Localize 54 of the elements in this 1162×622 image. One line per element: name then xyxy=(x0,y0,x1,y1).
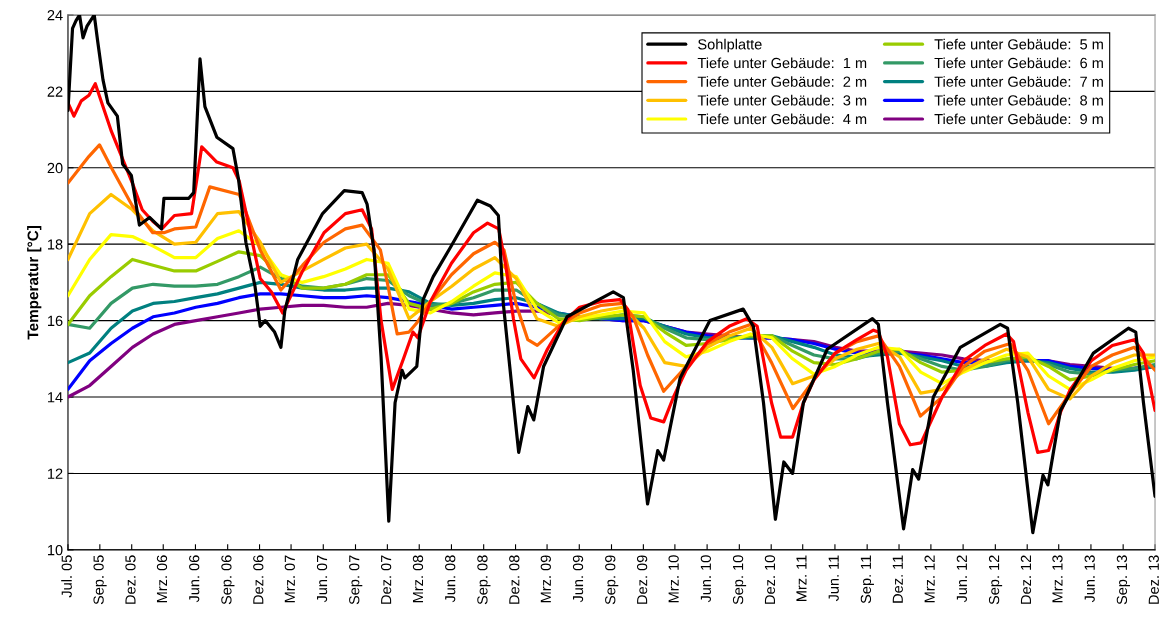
legend-label: Tiefe unter Gebäude: 7 m xyxy=(934,76,1103,87)
x-tick-label: Dez. 09 xyxy=(636,555,648,604)
legend-label: Tiefe unter Gebäude: 4 m xyxy=(697,113,867,125)
x-tick-label: Dez. 06 xyxy=(253,555,264,604)
legend-label: Tiefe unter Gebäude: 5 m xyxy=(934,38,1103,50)
x-tick-label: Jun. 08 xyxy=(445,555,456,603)
legend-label: Tiefe unter Gebäude: 3 m xyxy=(697,94,867,106)
x-tick-label: Dez. 08 xyxy=(509,555,520,604)
y-tick-label: 18 xyxy=(48,239,63,250)
x-tick-label: Jun. 09 xyxy=(572,555,584,603)
x-tick-label: Sep. 12 xyxy=(988,555,1003,605)
x-tick-label: Mrz. 06 xyxy=(156,555,168,603)
x-tick-label: Sep. 06 xyxy=(221,555,235,605)
legend-label: Tiefe unter Gebäude: 9 m xyxy=(934,113,1103,125)
x-tick-label: Dez. 10 xyxy=(764,555,776,604)
y-tick-label: 16 xyxy=(48,315,63,327)
x-tick-label: Sep. 13 xyxy=(1116,555,1130,605)
x-tick-label: Dez. 12 xyxy=(1020,555,1032,604)
legend-label: Tiefe unter Gebäude: 2 m xyxy=(697,76,867,87)
x-tick-label: Mrz. 10 xyxy=(668,555,679,603)
x-tick-label: Dez. 05 xyxy=(125,555,136,604)
y-axis-title: Temperatur [°C] xyxy=(27,226,42,340)
x-tick-label: Mrz. 07 xyxy=(284,555,295,603)
x-tick-label: Sep. 09 xyxy=(605,555,619,605)
x-tick-label: Jun. 06 xyxy=(189,555,200,603)
y-tick-label: 10 xyxy=(48,544,63,556)
x-tick-label: Dez. 11 xyxy=(892,555,903,603)
x-tick-label: Jul. 05 xyxy=(61,555,72,598)
x-tick-label: Dez. 13 xyxy=(1148,555,1159,604)
y-tick-label: 14 xyxy=(48,392,63,403)
x-tick-label: Sep. 11 xyxy=(860,555,874,604)
legend-label: Tiefe unter Gebäude: 1 m xyxy=(697,57,867,69)
x-tick-label: Jun. 12 xyxy=(956,555,968,603)
legend-label: Tiefe unter Gebäude: 6 m xyxy=(934,57,1103,69)
x-tick-label: Jun. 11 xyxy=(828,555,839,602)
x-tick-label: Mrz. 11 xyxy=(796,555,807,602)
x-tick-label: Mrz. 09 xyxy=(540,555,551,603)
x-tick-label: Sep. 10 xyxy=(732,555,747,605)
y-tick-label: 22 xyxy=(47,86,63,97)
x-tick-label: Sep. 08 xyxy=(477,555,491,605)
x-tick-label: Mrz. 08 xyxy=(412,555,424,603)
x-tick-label: Dez. 07 xyxy=(380,555,392,604)
x-tick-label: Mrz. 13 xyxy=(1052,555,1063,603)
legend-label: Sohlplatte xyxy=(698,38,762,53)
x-tick-label: Sep. 05 xyxy=(93,555,107,605)
x-tick-label: Sep. 07 xyxy=(349,555,363,605)
x-tick-label: Jun. 07 xyxy=(316,555,328,603)
x-tick-label: Jun. 10 xyxy=(700,555,712,603)
legend-label: Tiefe unter Gebäude: 8 m xyxy=(934,94,1103,106)
y-tick-label: 20 xyxy=(47,162,63,174)
y-tick-label: 24 xyxy=(47,10,63,21)
x-tick-label: Mrz. 12 xyxy=(924,555,935,603)
x-tick-label: Jun. 13 xyxy=(1084,555,1095,603)
y-tick-label: 12 xyxy=(48,468,63,479)
